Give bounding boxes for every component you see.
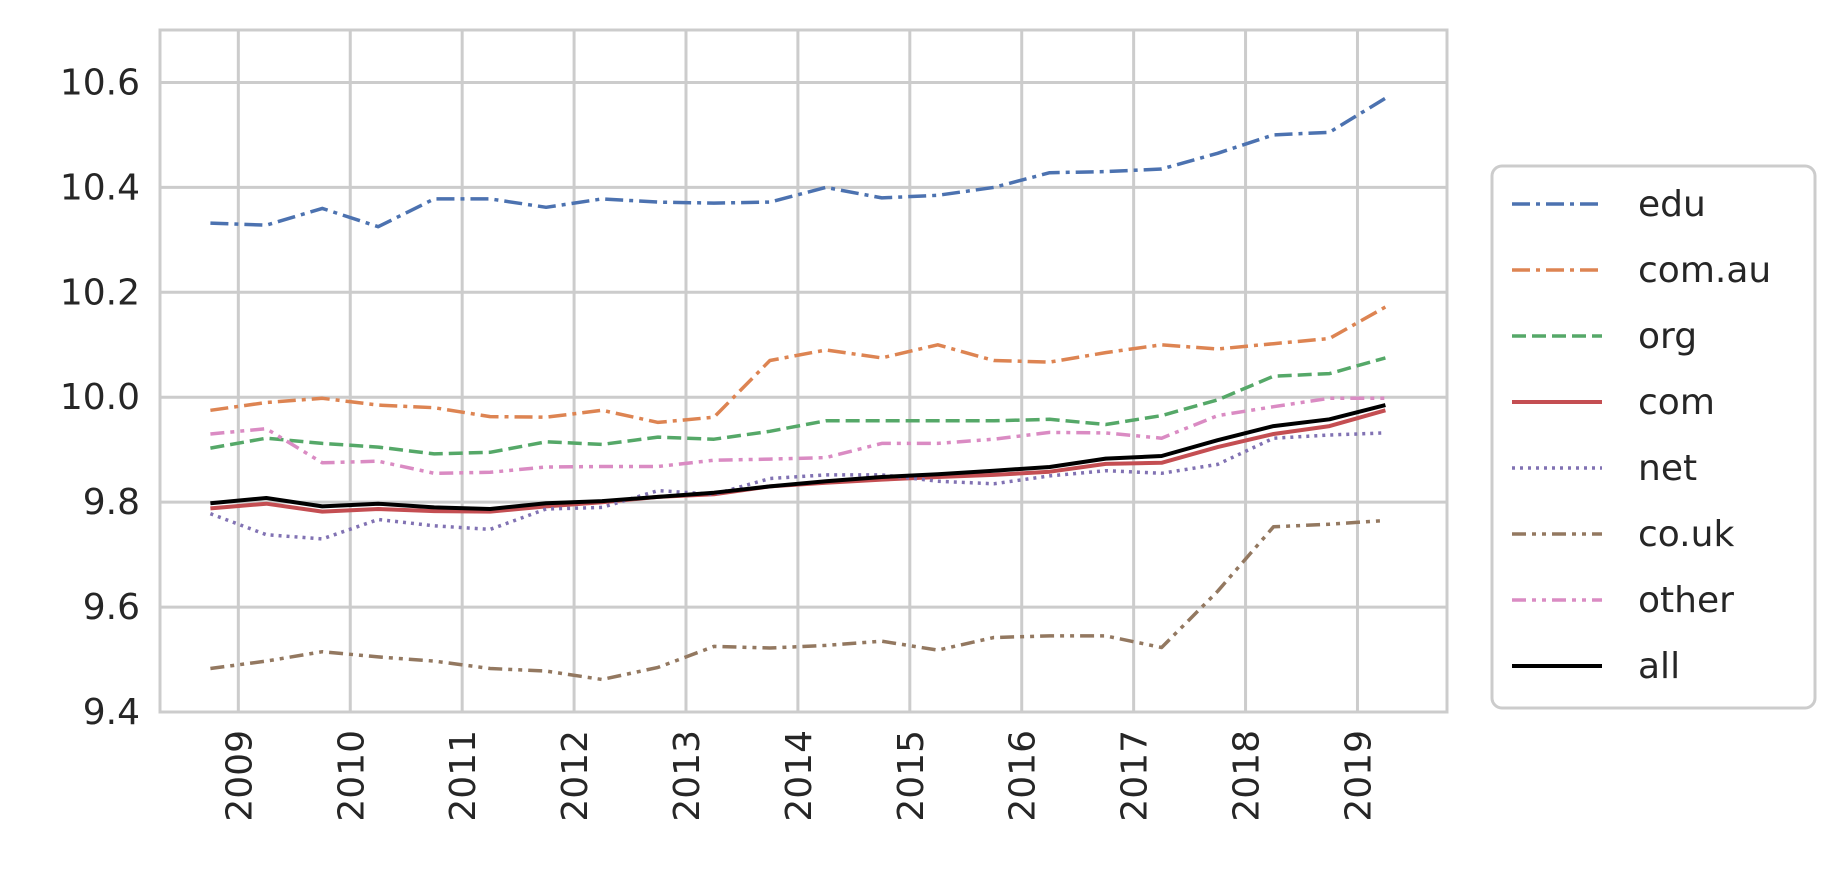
legend-box [1490,164,1817,710]
series-lines [209,96,1387,682]
x-tick-label: 2012 [555,730,596,822]
legend-label: all [1638,646,1680,687]
legend-label: net [1638,448,1697,489]
y-tick-label: 10.4 [60,167,140,208]
x-tick-label: 2018 [1227,730,1268,822]
series-line-com-au [210,305,1387,425]
x-tick-label: 2017 [1115,730,1156,822]
series-line-edu [210,96,1387,229]
y-tick-label: 9.4 [83,692,140,733]
series-line-org [210,356,1386,456]
x-tick-label: 2014 [779,730,820,822]
y-tick-label: 9.8 [83,482,140,523]
series-line-co-uk [210,518,1386,682]
y-axis-tick-labels: 9.4 9.6 9.8 10.0 10.2 10.4 10.6 [60,62,140,733]
series-line-all [210,403,1386,511]
x-tick-label: 2009 [219,730,260,822]
y-tick-label: 9.6 [83,587,140,628]
legend-label: com [1638,382,1715,423]
x-tick-label: 2016 [1003,730,1044,822]
x-tick-label: 2010 [331,730,372,822]
legend-label: com.au [1638,250,1771,291]
legend-label: other [1638,580,1734,621]
y-tick-label: 10.2 [60,272,140,313]
x-tick-label: 2019 [1338,730,1379,822]
plot-frame [158,28,1449,714]
legend-label: co.uk [1638,514,1734,555]
legend-label: org [1638,316,1697,357]
x-tick-label: 2015 [891,730,932,822]
y-tick-label: 10.6 [60,62,140,103]
series-line-other [210,396,1386,476]
legend: edu com.au org com net co.uk other all [1490,164,1817,710]
y-tick-label: 10.0 [60,377,140,418]
x-axis-tick-labels: 2009 2010 2011 2012 2013 2014 2015 2016 2017 2018… [219,730,1379,822]
legend-label: edu [1638,184,1706,225]
x-tick-label: 2011 [443,730,484,822]
x-tick-label: 2013 [667,730,708,822]
